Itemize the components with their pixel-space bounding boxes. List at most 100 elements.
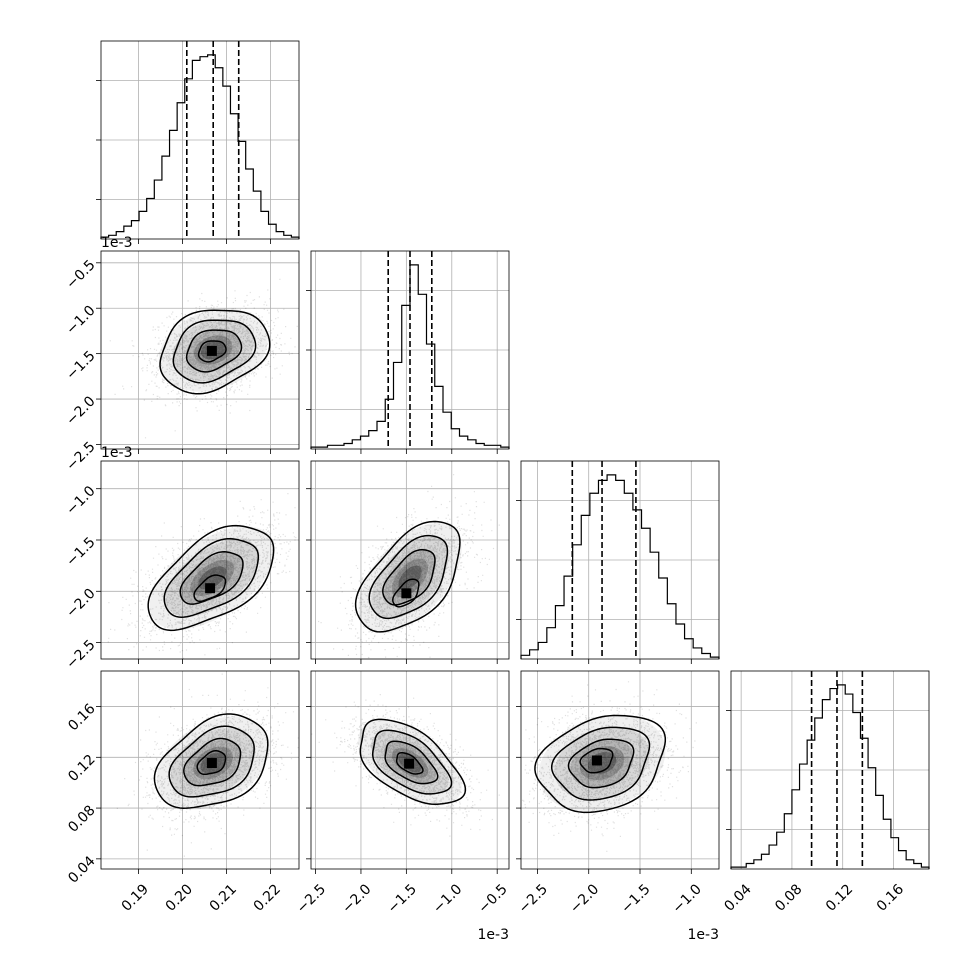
hist-panel [96,41,300,244]
x-tick-label: 0.12 [823,881,856,914]
hist-panel [516,461,720,664]
contour-line [179,551,244,605]
density-peak [401,588,412,599]
contour-line [147,524,275,632]
x-tick-label: −2.5 [294,881,329,916]
y-tick-label: −2.5 [63,637,98,672]
density-panel [306,671,509,874]
contour-line [183,737,242,787]
contour-line [395,751,424,775]
contour-line [153,713,269,809]
density-shade [149,526,276,630]
y-tick-label: −1.0 [63,483,98,518]
density-peak [591,755,602,766]
contour-line [534,714,667,814]
y-tick-label: 0.12 [65,752,98,785]
density-body [521,671,719,869]
contour-line [382,549,436,606]
x-tick-label: 0.04 [721,881,754,914]
density-axes-frame [100,670,300,870]
hist-panel [306,251,510,454]
offset-label: 1e-3 [688,927,719,943]
x-tick-label: 0.16 [874,881,907,914]
x-tick-label: −2.0 [339,881,374,916]
x-tick-label: −1.5 [385,881,420,916]
contour-line [550,726,651,801]
hist-axes-frame [520,460,720,660]
histogram-series [520,474,720,659]
x-tick-label: 0.20 [163,881,196,914]
hist-panel [726,671,930,869]
contour-line [384,740,439,785]
histogram-series [100,54,300,239]
contour-line [392,578,420,608]
density-body [311,671,509,869]
contour-line [197,340,227,363]
density-shade [180,552,244,604]
density-axes-frame [310,670,510,870]
contour-line [196,750,227,776]
density-body [311,461,509,659]
x-tick-label: −0.5 [475,881,510,916]
x-tick-label: −1.0 [670,881,705,916]
density-body [101,251,299,449]
x-tick-label: −2.0 [567,881,602,916]
contour-line [579,747,614,774]
density-panel [306,461,509,664]
y-tick-label: −2.0 [63,586,98,621]
offset-label: 1e-3 [101,445,132,461]
density-axes-frame [100,250,300,450]
y-tick-label: 0.16 [65,701,98,734]
contour-line [371,729,453,795]
x-tick-label: 0.21 [207,881,240,914]
density-body [101,461,299,659]
density-shade [165,539,260,617]
y-tick-label: −1.5 [63,534,98,569]
contour-line [354,520,461,633]
contour-line [368,534,449,620]
density-shade [190,559,235,596]
density-peak [404,758,415,769]
hist-axes-frame [310,250,510,450]
offset-label: 1e-3 [478,927,509,943]
y-tick-label: −1.5 [63,348,98,383]
y-tick-label: 0.04 [65,853,98,886]
density-peak [205,583,216,594]
y-tick-label: −2.0 [63,393,98,428]
contour-line [185,329,243,373]
y-tick-label: −0.5 [63,257,98,292]
x-tick-label: 0.19 [119,881,152,914]
x-tick-label: −1.5 [618,881,653,916]
density-panel [516,671,719,874]
density-shade [358,522,462,633]
density-panel [96,671,299,874]
hist-axes-frame [730,670,930,870]
density-body [101,671,299,869]
sample-points [318,474,500,659]
contour-line [159,309,271,395]
sample-points [522,681,697,852]
density-panel [96,461,299,664]
x-tick-label: −2.5 [516,881,551,916]
density-shade [538,714,666,812]
sample-points [107,493,299,659]
density-shade [371,536,449,620]
contour-line [567,738,635,789]
density-axes-frame [310,460,510,660]
contour-line [172,319,257,384]
density-axes-frame [100,460,300,660]
density-shade [570,738,634,788]
y-tick-label: −2.5 [63,439,98,474]
sample-points [109,278,298,439]
hist-axes-frame [100,40,300,240]
x-tick-label: 0.08 [772,881,805,914]
histogram-series [730,684,930,869]
x-tick-label: 0.22 [251,881,284,914]
y-tick-label: −1.0 [63,303,98,338]
offset-label: 1e-3 [101,235,132,251]
contour-line [168,725,255,798]
contour-line [359,718,467,805]
density-panel [96,251,299,454]
contour-line [163,537,260,618]
